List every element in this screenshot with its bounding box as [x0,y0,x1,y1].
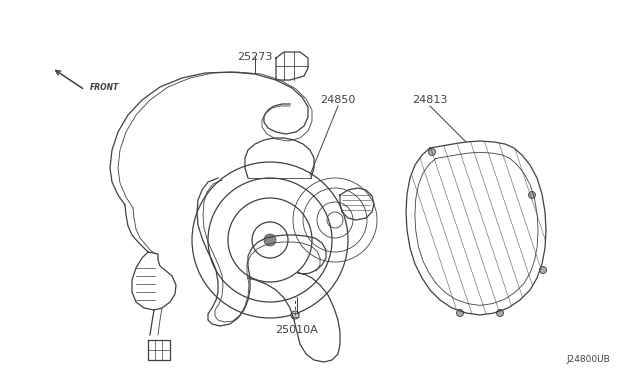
Text: 25010A: 25010A [276,325,318,335]
Text: 24850: 24850 [320,95,356,105]
Text: 24813: 24813 [412,95,448,105]
Text: J24800UB: J24800UB [566,356,610,365]
Text: 25273: 25273 [237,52,273,62]
Circle shape [291,311,299,319]
Circle shape [429,148,435,155]
Circle shape [529,192,536,199]
Circle shape [264,234,276,246]
Text: FRONT: FRONT [90,83,119,92]
Circle shape [456,310,463,317]
Circle shape [540,266,547,273]
Circle shape [497,310,504,317]
